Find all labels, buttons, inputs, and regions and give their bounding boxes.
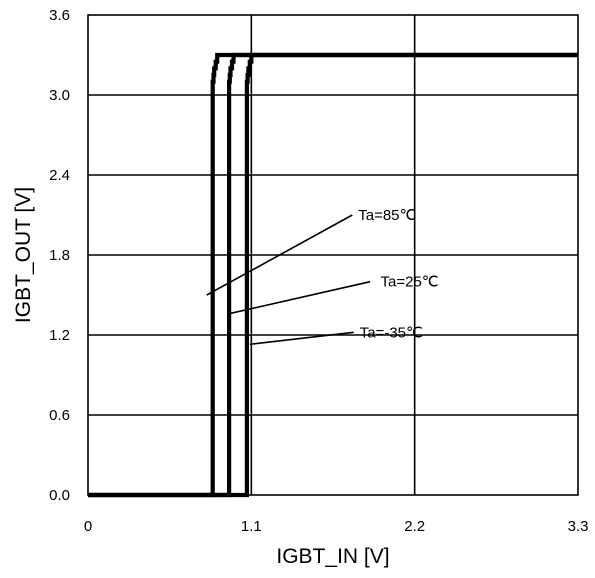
y-tick-label: 3.0 bbox=[49, 87, 70, 104]
y-tick-label: 1.8 bbox=[49, 247, 70, 264]
y-tick-label: 3.6 bbox=[49, 7, 70, 24]
x-tick-label: 3.3 bbox=[568, 518, 589, 535]
x-axis-title: IGBT_IN [V] bbox=[276, 545, 389, 568]
y-tick-label: 2.4 bbox=[49, 167, 70, 184]
plot-frame bbox=[87, 14, 579, 496]
y-axis-title: IGBT_OUT [V] bbox=[12, 187, 35, 323]
y-tick-label: 0.0 bbox=[49, 487, 70, 504]
annotation-label-2: Ta=25℃ bbox=[381, 274, 439, 291]
annotation-label-3: Ta=-35℃ bbox=[360, 324, 423, 341]
x-tick-label: 2.2 bbox=[404, 518, 425, 535]
y-tick-label: 0.6 bbox=[49, 407, 70, 424]
series-line-2 bbox=[88, 52, 578, 498]
x-tick-label: 0 bbox=[84, 518, 92, 535]
series-group bbox=[88, 52, 578, 498]
series-line-3 bbox=[88, 52, 578, 498]
grid bbox=[88, 15, 578, 495]
annotation-leader-3 bbox=[249, 331, 354, 346]
y-tick-label: 1.2 bbox=[49, 327, 70, 344]
annotation-label-1: Ta=85℃ bbox=[358, 207, 416, 224]
x-tick-label: 1.1 bbox=[241, 518, 262, 535]
x-tick-labels: 0 1.1 2.2 3.3 bbox=[84, 518, 589, 535]
y-tick-labels: 0.0 0.6 1.2 1.8 2.4 3.0 3.6 bbox=[49, 7, 70, 504]
annotation-leader-2 bbox=[228, 280, 371, 315]
annotation-leader-1 bbox=[206, 214, 353, 296]
annotations: Ta=85℃ Ta=25℃ Ta=-35℃ bbox=[206, 207, 439, 346]
series-line-1 bbox=[88, 52, 578, 498]
